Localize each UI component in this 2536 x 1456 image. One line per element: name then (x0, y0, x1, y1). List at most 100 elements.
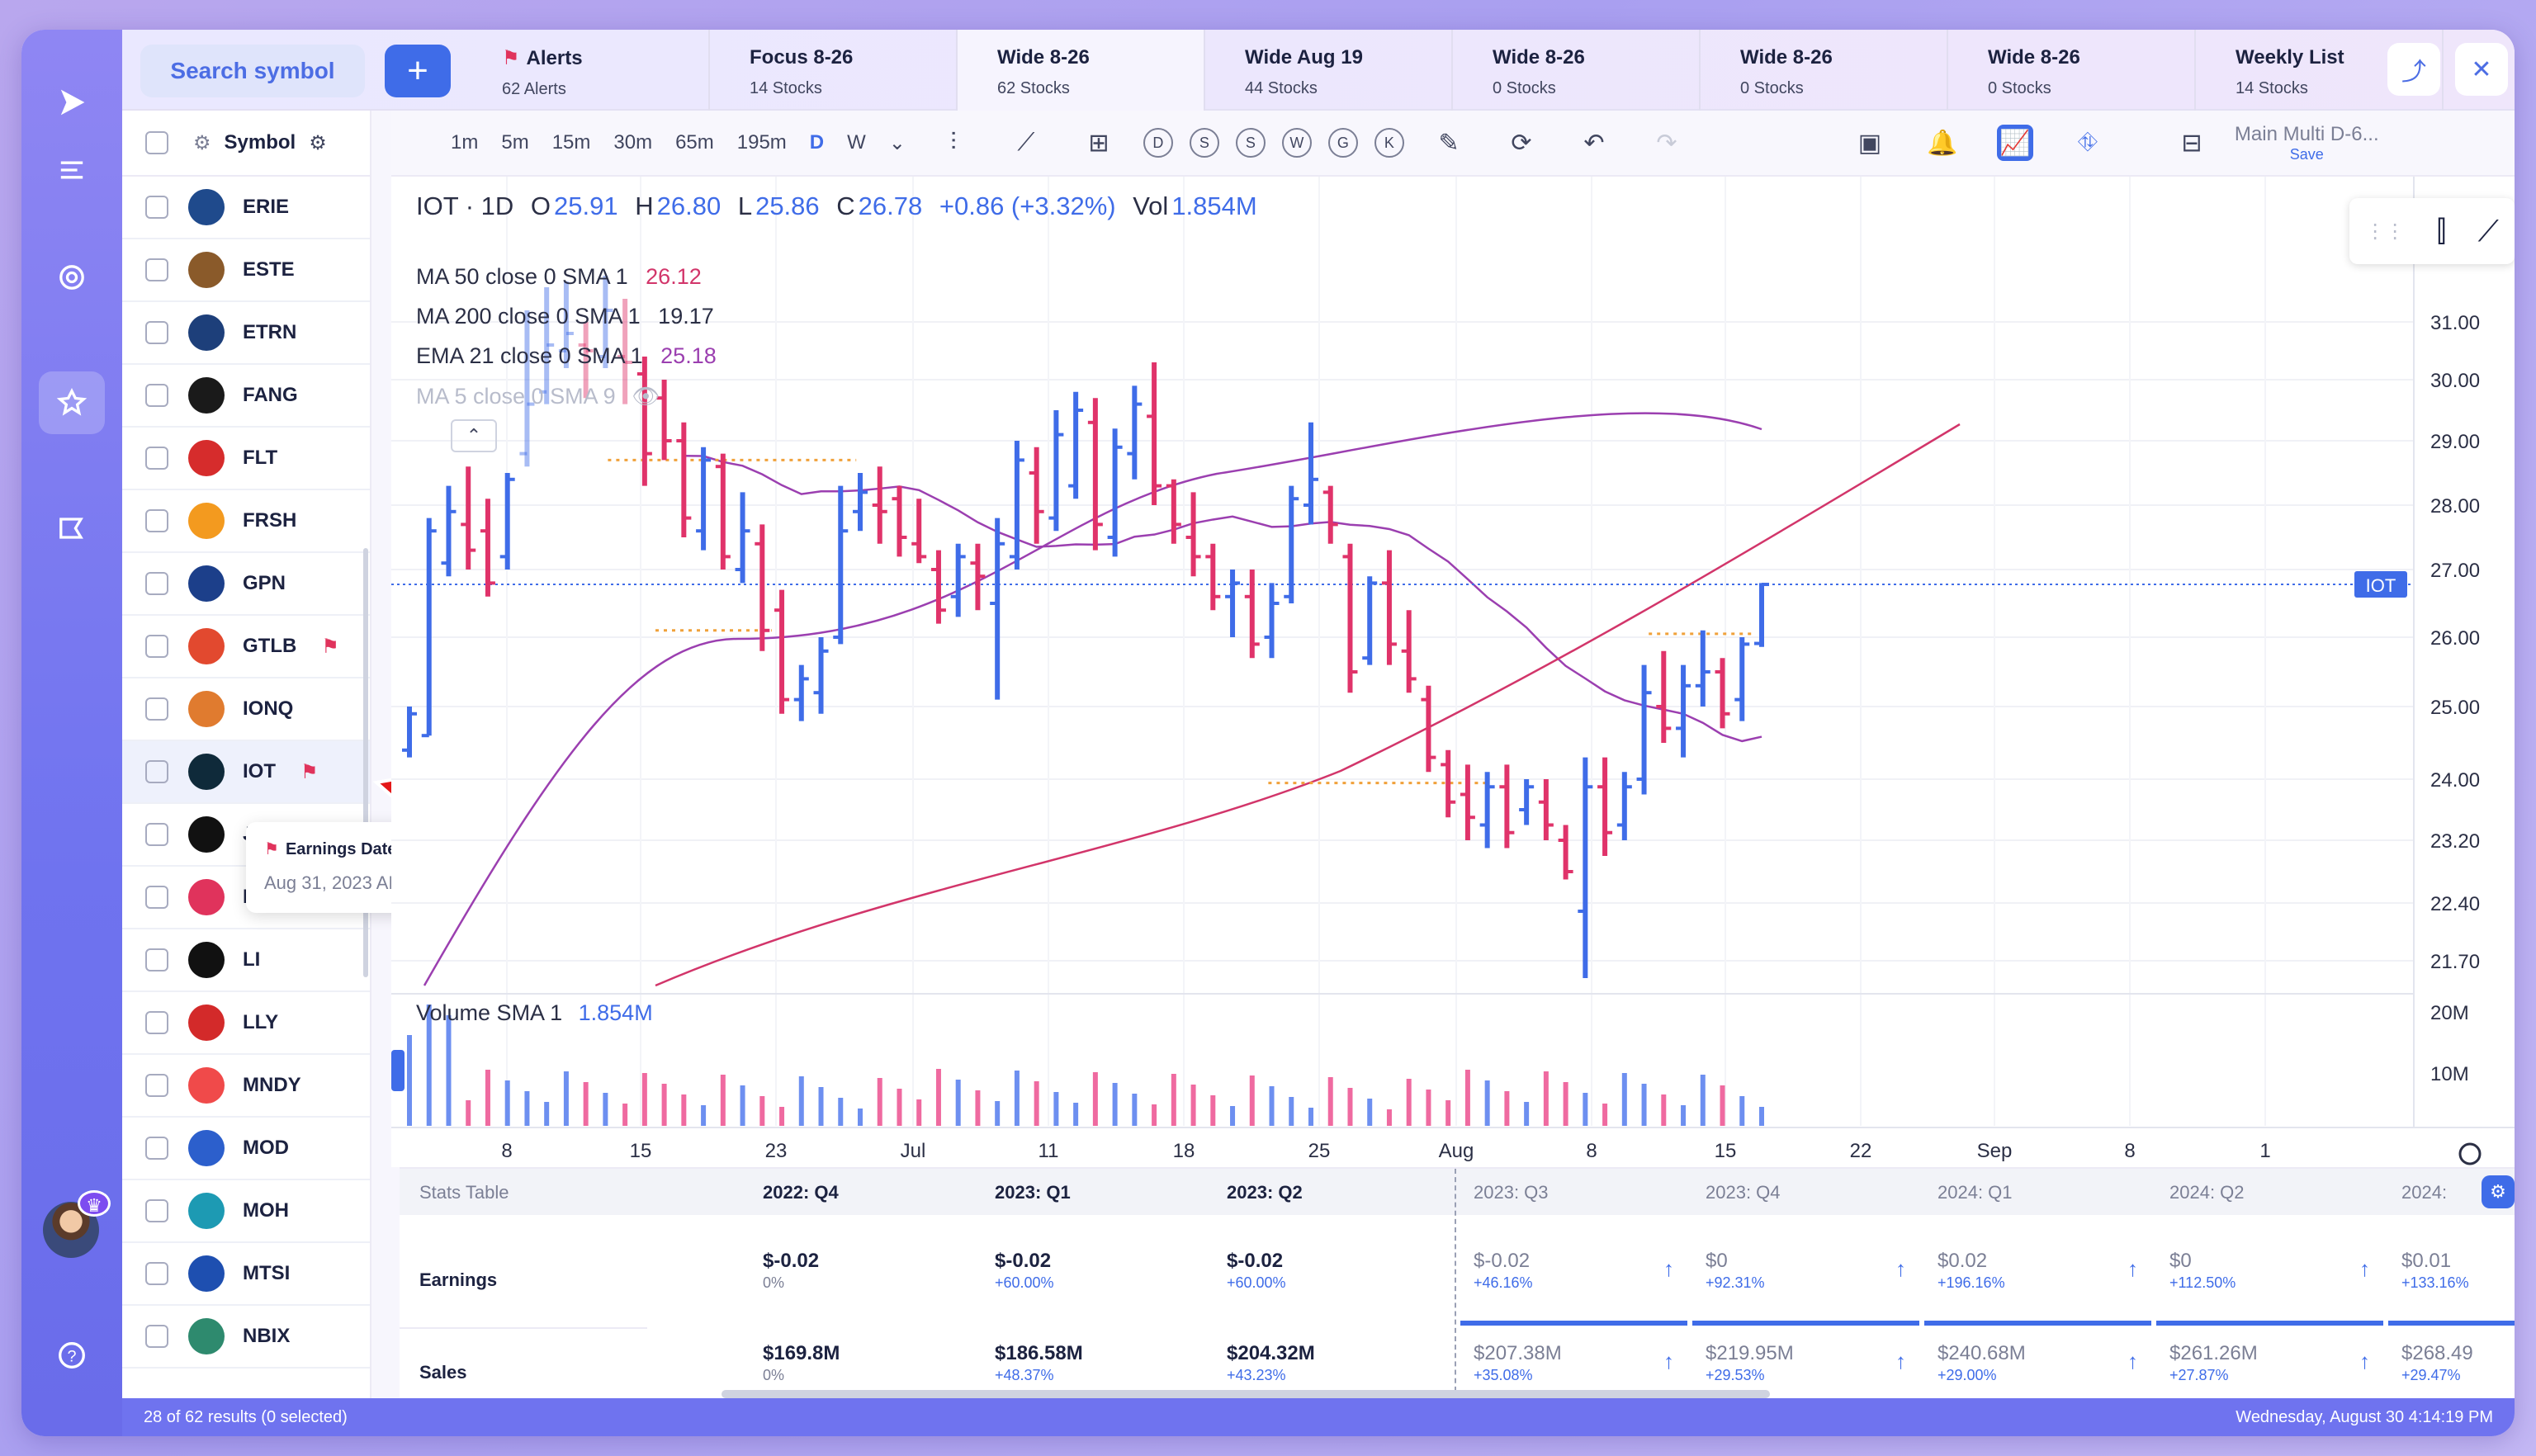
target-icon[interactable] (39, 246, 105, 309)
grid-icon[interactable]: ⊞ (1088, 129, 1110, 157)
play-flag-icon[interactable] (39, 497, 105, 560)
tab-7[interactable]: Weekly List 14 Stocks (2196, 30, 2444, 111)
bar-type-icon[interactable]: ⫶ (950, 129, 957, 156)
settings-gear-icon[interactable]: ⚙ (309, 131, 327, 154)
help-icon[interactable]: ? (39, 1324, 105, 1387)
row-checkbox[interactable] (145, 258, 168, 281)
sidebar-scrollbar[interactable] (363, 548, 368, 977)
timeframe-195m[interactable]: 195m (736, 131, 787, 154)
row-checkbox[interactable] (145, 321, 168, 344)
hidden-eye-icon[interactable]: 👁 (632, 384, 660, 409)
axis-settings-icon[interactable] (2458, 1142, 2482, 1165)
select-all-checkbox[interactable] (145, 131, 168, 154)
mode-circle-2[interactable]: S (1235, 128, 1266, 158)
chart-mode-icon[interactable]: 📈 (1996, 125, 2033, 161)
watchlist-row[interactable]: ERIE (122, 177, 370, 239)
layout-name[interactable]: Main Multi D-6... Save (2234, 122, 2379, 163)
candle-tool-icon[interactable]: ⫿ (2436, 213, 2447, 248)
pane-toggle-handle[interactable] (391, 1050, 405, 1091)
row-checkbox[interactable] (145, 1011, 168, 1034)
watchlist-row[interactable]: FANG (122, 365, 370, 428)
collapse-legend-button[interactable]: ⌃ (451, 419, 497, 452)
indicators-icon[interactable]: ⟋ (1017, 129, 1035, 156)
watchlist-row[interactable]: MOD (122, 1118, 370, 1180)
tab-3[interactable]: Wide Aug 19 44 Stocks (1205, 30, 1453, 111)
bell-icon[interactable]: 🔔 (1927, 129, 1958, 157)
row-checkbox[interactable] (145, 1325, 168, 1348)
undo-icon[interactable]: ↶ (1583, 129, 1605, 157)
tab-2[interactable]: Wide 8-26 62 Stocks (958, 30, 1205, 111)
row-checkbox[interactable] (145, 760, 168, 783)
row-checkbox[interactable] (145, 823, 168, 846)
timeframe-1m[interactable]: 1m (451, 131, 479, 154)
row-checkbox[interactable] (145, 886, 168, 909)
row-checkbox[interactable] (145, 509, 168, 532)
timeframe-30m[interactable]: 30m (613, 131, 653, 154)
price-chart[interactable]: 31.00 30.00 29.00 28.00 27.00 26.00 25.00 24.00… (391, 177, 2515, 1167)
search-symbol-button[interactable]: Search symbol (140, 45, 365, 97)
row-checkbox[interactable] (145, 1262, 168, 1285)
mode-circle-1[interactable]: S (1189, 128, 1219, 158)
timeframe-W[interactable]: W (847, 131, 866, 154)
redo-icon[interactable]: ↷ (1656, 129, 1677, 157)
tab-1[interactable]: Focus 8-26 14 Stocks (710, 30, 958, 111)
stats-settings-icon[interactable]: ⚙ (2482, 1175, 2515, 1208)
refresh-icon[interactable]: ⟳ (1511, 129, 1532, 157)
timeframe-D[interactable]: D (809, 131, 825, 154)
row-checkbox[interactable] (145, 1137, 168, 1160)
timeframe-5m[interactable]: 5m (501, 131, 529, 154)
layout-icon[interactable]: ⊟ (2181, 129, 2202, 157)
watchlist-row[interactable]: ETRN (122, 302, 370, 365)
more-timeframes-chevron-icon[interactable]: ⌄ (888, 131, 906, 154)
watchlist-row[interactable]: GPN (122, 553, 370, 616)
watchlist-row[interactable]: FLT (122, 428, 370, 490)
watchlist-row[interactable]: MTSI (122, 1243, 370, 1306)
row-checkbox[interactable] (145, 384, 168, 407)
watchlist-row[interactable]: MOH (122, 1180, 370, 1243)
flag-icon[interactable]: ⚑ (321, 635, 339, 658)
row-checkbox[interactable] (145, 196, 168, 219)
add-button[interactable]: + (385, 45, 451, 97)
logo-icon[interactable] (39, 71, 105, 134)
gear-icon[interactable]: ⚙ (193, 131, 211, 154)
watchlist-row[interactable]: LI (122, 929, 370, 992)
timeframe-65m[interactable]: 65m (675, 131, 714, 154)
watchlist-row[interactable]: IONQ (122, 678, 370, 741)
flag-icon[interactable]: ⚑ (300, 760, 319, 783)
row-checkbox[interactable] (145, 948, 168, 971)
stats-scrollbar[interactable] (722, 1390, 1770, 1398)
row-checkbox[interactable] (145, 1074, 168, 1097)
calendar-icon[interactable]: ▣ (1857, 129, 1882, 157)
pencil-icon[interactable]: ✎ (1438, 129, 1460, 157)
watchlist-row[interactable]: GTLB ⚑ (122, 616, 370, 678)
compare-icon[interactable]: ⛗ (2077, 129, 2098, 156)
tab-4[interactable]: Wide 8-26 0 Stocks (1453, 30, 1701, 111)
row-checkbox[interactable] (145, 572, 168, 595)
watchlist-row[interactable]: NBIX (122, 1306, 370, 1369)
mode-circle-0[interactable]: D (1143, 128, 1173, 158)
row-checkbox[interactable] (145, 697, 168, 721)
drag-handle-icon[interactable]: ⋮⋮ (2365, 220, 2406, 243)
watchlist-row[interactable]: LLY (122, 992, 370, 1055)
tab-0[interactable]: ⚑ Alerts 62 Alerts (462, 30, 710, 111)
tab-6[interactable]: Wide 8-26 0 Stocks (1948, 30, 2196, 111)
close-icon[interactable]: ✕ (2455, 43, 2508, 96)
row-checkbox[interactable] (145, 635, 168, 658)
mode-circle-5[interactable]: K (1374, 128, 1404, 158)
row-checkbox[interactable] (145, 1199, 168, 1222)
row-checkbox[interactable] (145, 447, 168, 470)
tab-5[interactable]: Wide 8-26 0 Stocks (1701, 30, 1948, 111)
watchlist-row[interactable]: IOT ⚑ (122, 741, 370, 804)
menu-icon[interactable] (39, 139, 105, 201)
watchlist-row[interactable]: MNDY (122, 1055, 370, 1118)
mode-circle-4[interactable]: G (1327, 128, 1358, 158)
share-icon[interactable]: ⤴ (2387, 43, 2440, 96)
line-tool-icon[interactable]: ⟋ (2477, 213, 2499, 248)
watchlist-star-icon[interactable] (39, 371, 105, 434)
volume-bar (1524, 1102, 1530, 1126)
watchlist-row[interactable]: ESTE (122, 239, 370, 302)
timeframe-15m[interactable]: 15m (551, 131, 591, 154)
crown-icon: ♛ (78, 1190, 111, 1217)
watchlist-row[interactable]: FRSH (122, 490, 370, 553)
mode-circle-3[interactable]: W (1281, 128, 1312, 158)
